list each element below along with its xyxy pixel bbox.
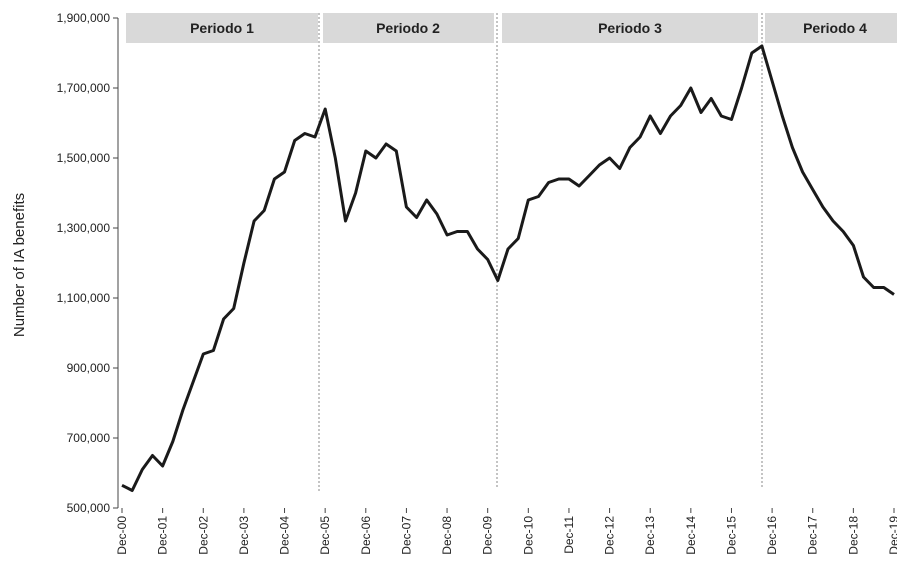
x-tick-label: Dec-05: [318, 516, 332, 555]
x-tick-label: Dec-17: [806, 516, 820, 555]
period-bands: Periodo 1 Periodo 2 Periodo 3 Periodo 4: [126, 13, 897, 492]
y-tick-label: 1,500,000: [57, 151, 111, 165]
period-band: [126, 13, 318, 43]
x-tick-label: Dec-04: [278, 516, 292, 555]
y-tick-label: 1,900,000: [57, 11, 111, 25]
period-label: Periodo 1: [190, 20, 254, 36]
y-tick-label: 700,000: [67, 431, 111, 445]
y-tick-label: 1,300,000: [57, 221, 111, 235]
x-tick-label: Dec-03: [237, 516, 251, 555]
y-axis-title: Number of IA benefits: [11, 193, 28, 337]
period-label: Periodo 4: [803, 20, 867, 36]
y-tick-label: 1,100,000: [57, 291, 111, 305]
x-tick-label: Dec-02: [196, 516, 210, 555]
x-tick-label: Dec-01: [156, 516, 170, 555]
x-tick-label: Dec-13: [643, 516, 657, 555]
line-series: [121, 44, 895, 492]
x-tick-label: Dec-10: [521, 516, 535, 555]
y-tick-label: 500,000: [67, 501, 111, 515]
period-band: [323, 13, 494, 43]
x-tick-label: Dec-00: [115, 516, 129, 555]
y-tick-label: 900,000: [67, 361, 111, 375]
x-tick-label: Dec-15: [724, 516, 738, 555]
x-tick-label: Dec-08: [440, 516, 454, 555]
period-label: Periodo 3: [598, 20, 662, 36]
period-band: [765, 13, 897, 43]
x-tick-label: Dec-19: [887, 516, 897, 555]
x-tick-label: Dec-06: [359, 516, 373, 555]
x-tick-label: Dec-18: [846, 516, 860, 555]
x-tick-label: Dec-14: [684, 516, 698, 555]
x-tick-label: Dec-16: [765, 516, 779, 555]
x-tick-label: Dec-07: [399, 516, 413, 555]
x-tick-label: Dec-09: [481, 516, 495, 555]
period-label: Periodo 2: [376, 20, 440, 36]
x-tick-label: Dec-11: [562, 516, 576, 554]
period-band: [502, 13, 758, 43]
x-tick-label: Dec-12: [603, 516, 617, 555]
y-tick-label: 1,700,000: [57, 81, 111, 95]
